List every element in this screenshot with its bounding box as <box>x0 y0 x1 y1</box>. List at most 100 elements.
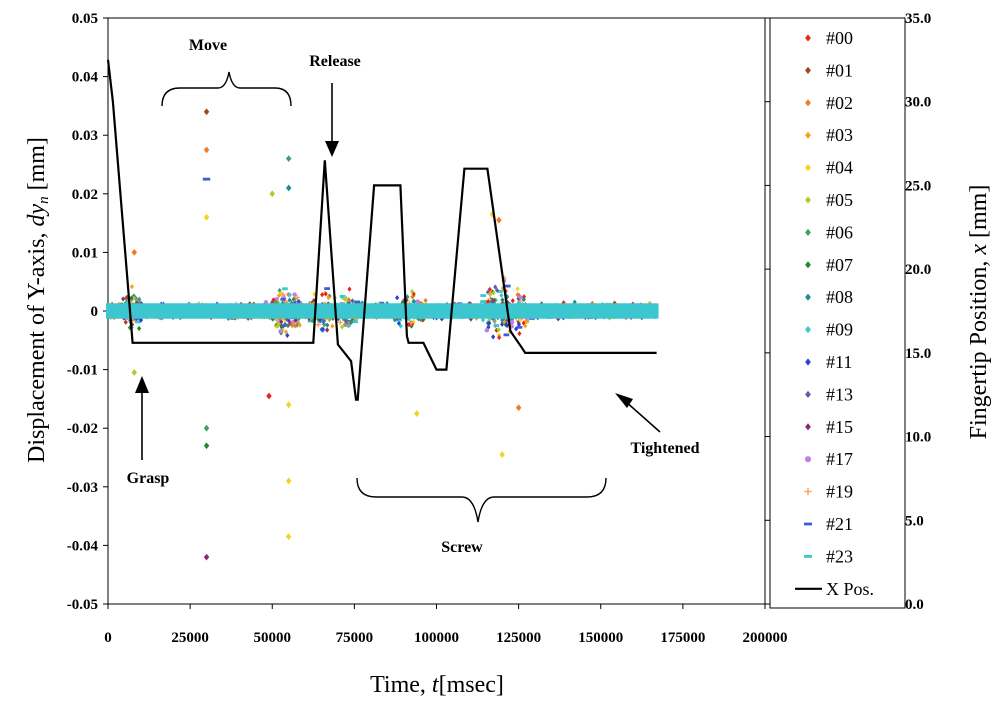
legend-entry-label: #19 <box>826 482 853 502</box>
move-brace <box>161 71 292 107</box>
noise-point <box>521 294 527 300</box>
legend-swatch <box>804 555 812 558</box>
noise-point <box>480 294 487 297</box>
noise-point <box>493 284 498 290</box>
noise-point <box>293 317 298 323</box>
legend-swatch <box>805 358 811 366</box>
legend-entry-label: #07 <box>826 255 853 275</box>
x-tick-label: 150000 <box>578 630 623 646</box>
noise-point <box>480 300 486 303</box>
legend-entry-label: #09 <box>826 320 853 340</box>
axes: 0.05 0.04 0.03 0.02 0.01 0 -0.01 -0.02 -0.03 -0.0… <box>24 11 992 698</box>
y2-tick-label: 35.0 <box>905 11 931 27</box>
noise-point <box>347 320 352 326</box>
noise-point <box>504 284 511 288</box>
legend-entry-label: #11 <box>826 352 852 372</box>
legend-swatch <box>804 456 812 463</box>
noise-point <box>496 327 501 333</box>
legend-box <box>769 17 906 609</box>
noise-point <box>282 287 288 291</box>
noise-point <box>503 333 510 337</box>
y2-tick-label: 20.0 <box>905 262 931 278</box>
noise-point <box>278 329 283 334</box>
noise-point <box>307 319 314 323</box>
noise-point <box>340 324 345 330</box>
legend-entry-label: #21 <box>826 514 853 534</box>
noise-point <box>410 294 415 300</box>
y2-tick-label: 0.0 <box>905 597 924 613</box>
outlier-point <box>202 177 211 181</box>
noise-point <box>129 283 135 290</box>
noise-point <box>326 294 331 301</box>
noise-point <box>339 294 346 298</box>
tightened-arrow-shaft <box>624 400 661 433</box>
legend-swatch <box>805 66 811 74</box>
y-tick-label: 0.01 <box>72 245 98 261</box>
noise-point <box>518 294 523 300</box>
noise-point <box>349 319 354 326</box>
noise-point <box>485 289 490 295</box>
noise-point <box>350 298 355 304</box>
outlier-point <box>489 210 496 218</box>
outlier-point <box>515 404 522 412</box>
outlier-point <box>203 424 210 432</box>
legend-entry-label: #00 <box>826 28 853 48</box>
noise-point <box>499 292 504 298</box>
x-tick-label: 50000 <box>254 630 292 646</box>
legend-swatch <box>805 390 811 398</box>
noise-point <box>138 317 144 323</box>
noise-point <box>289 322 294 328</box>
noise-point <box>330 323 335 329</box>
noise-point <box>354 300 361 304</box>
noise-point <box>321 318 326 324</box>
annotations-layer: Move Release Grasp Tightened Screw <box>127 37 700 556</box>
noise-point <box>123 319 128 325</box>
noise-point <box>411 298 416 304</box>
noise-point <box>337 319 343 325</box>
x-tick-label: 0 <box>104 630 112 646</box>
outlier-point <box>285 401 292 409</box>
legend-swatch <box>805 261 811 269</box>
noise-point <box>410 288 415 295</box>
outlier-point <box>203 146 210 154</box>
noise-point <box>293 323 298 329</box>
noise-point <box>612 300 617 306</box>
legend-swatch <box>805 423 811 431</box>
release-arrow-head <box>325 141 339 157</box>
outlier-point <box>285 155 292 163</box>
noise-point <box>523 323 528 329</box>
noise-point <box>292 292 297 297</box>
y-tick-label: 0.04 <box>72 70 99 86</box>
noise-point <box>282 321 288 327</box>
x-tick-label: 75000 <box>336 630 374 646</box>
noise-point <box>134 300 139 306</box>
noise-point <box>504 322 509 328</box>
outlier-point <box>131 369 137 376</box>
legend-entry-label: X Pos. <box>826 579 874 599</box>
legend: #00 #01 #02 #03 #04 #05 #06 #07 #08 #09 #11 #13 #15 #… <box>769 17 906 609</box>
y-tick-label: -0.01 <box>67 363 98 379</box>
y-tick-label: -0.03 <box>67 480 98 496</box>
noise-point <box>408 320 414 326</box>
outlier-point <box>203 442 210 450</box>
y-tick-label: 0 <box>91 304 99 320</box>
outlier-point <box>285 477 292 485</box>
noise-point <box>325 327 330 333</box>
legend-entry-label: #17 <box>826 449 853 469</box>
annotation-grasp: Grasp <box>127 470 170 487</box>
legend-entry-label: #08 <box>826 287 853 307</box>
grasp-arrow-head <box>135 376 149 393</box>
noise-point <box>121 296 126 302</box>
noise-point <box>500 297 505 303</box>
noise-point <box>287 297 292 303</box>
legend-swatch <box>805 34 811 42</box>
noise-point <box>486 299 491 305</box>
noise-point <box>347 286 352 292</box>
outlier-point <box>131 249 137 256</box>
legend-swatch <box>804 522 812 526</box>
noise-point <box>517 330 522 337</box>
noise-point <box>404 297 409 303</box>
noise-point <box>523 318 529 325</box>
noise-point <box>315 322 321 328</box>
